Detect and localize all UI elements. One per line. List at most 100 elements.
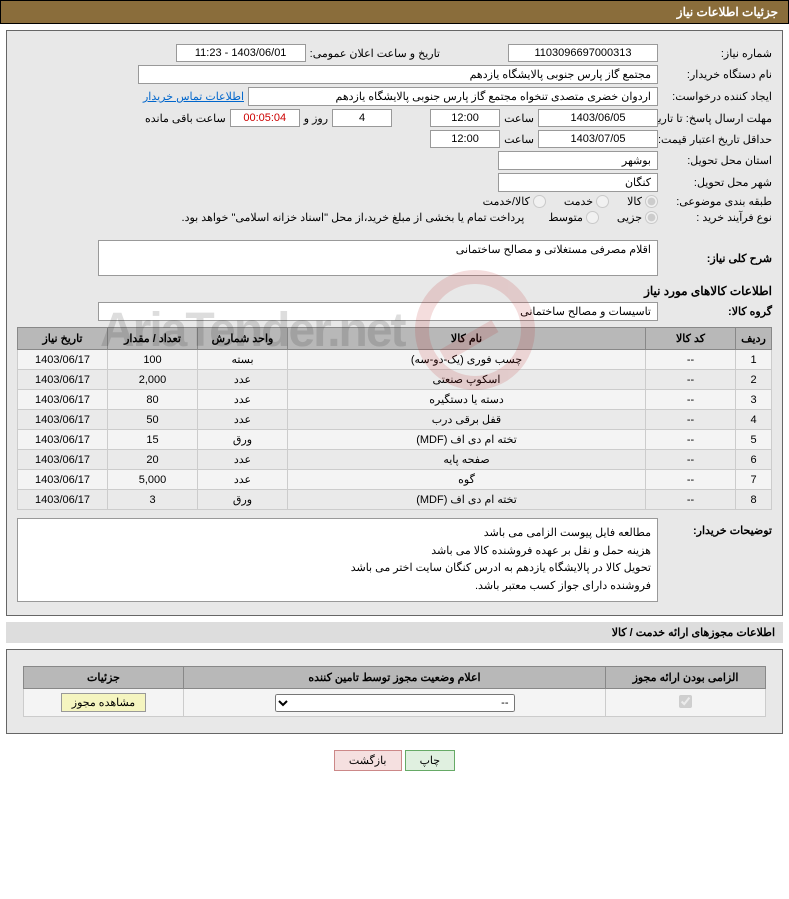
table-cell: 1403/06/17 [18, 470, 108, 490]
buyer-org-label: نام دستگاه خریدار: [662, 68, 772, 81]
time-label-2: ساعت [504, 133, 534, 146]
cat-gs-text: کالا/خدمت [483, 195, 530, 208]
permit-header: اعلام وضعیت مجوز توسط تامین کننده [184, 667, 606, 689]
table-cell: دسته یا دستگیره [288, 390, 646, 410]
category-goods-radio[interactable]: کالا [627, 195, 658, 208]
table-cell: 3 [736, 390, 772, 410]
permit-header: جزئیات [24, 667, 184, 689]
buyer-notes-box: مطالعه فایل پیوست الزامی می باشد هزینه ح… [17, 518, 658, 602]
table-cell: 2 [736, 370, 772, 390]
permits-panel: الزامی بودن ارائه مجوزاعلام وضعیت مجوز ت… [6, 649, 783, 734]
table-row: 4--قفل برقی دربعدد501403/06/17 [18, 410, 772, 430]
table-cell: -- [646, 450, 736, 470]
table-cell: 100 [108, 350, 198, 370]
table-cell: اسکوپ صنعتی [288, 370, 646, 390]
cat-service-text: خدمت [564, 195, 593, 208]
view-permit-button[interactable]: مشاهده مجوز [61, 693, 146, 712]
table-row: 3--دسته یا دستگیرهعدد801403/06/17 [18, 390, 772, 410]
goods-table: ردیفکد کالانام کالاواحد شمارشتعداد / مقد… [17, 327, 772, 510]
table-cell: 5,000 [108, 470, 198, 490]
table-header: واحد شمارش [198, 328, 288, 350]
table-cell: چسب فوری (یک-دو-سه) [288, 350, 646, 370]
page-header: جزئیات اطلاعات نیاز [0, 0, 789, 24]
table-cell: -- [646, 430, 736, 450]
price-valid-date: 1403/07/05 [538, 130, 658, 148]
goods-group-label: گروه کالا: [662, 305, 772, 318]
table-cell: -- [646, 370, 736, 390]
time-label-1: ساعت [504, 112, 534, 125]
announce-label: تاریخ و ساعت اعلان عمومی: [310, 47, 440, 60]
table-cell: گوه [288, 470, 646, 490]
main-details-panel: شماره نیاز: 1103096697000313 تاریخ و ساع… [6, 30, 783, 616]
process-minor-radio[interactable]: جزیی [617, 211, 658, 224]
table-cell: 3 [108, 490, 198, 510]
note-line-4: فروشنده دارای جواز کسب معتبر باشد. [24, 578, 651, 596]
city-label: شهر محل تحویل: [662, 176, 772, 189]
city-value: کنگان [498, 173, 658, 192]
table-cell: -- [646, 350, 736, 370]
back-button[interactable]: بازگشت [334, 750, 402, 771]
table-cell: 4 [736, 410, 772, 430]
table-cell: 20 [108, 450, 198, 470]
table-row: 8--تخته ام دی اف (MDF)ورق31403/06/17 [18, 490, 772, 510]
table-row: 2--اسکوپ صنعتیعدد2,0001403/06/17 [18, 370, 772, 390]
permit-status-select[interactable]: -- [275, 694, 515, 712]
table-cell: -- [646, 490, 736, 510]
table-cell: 15 [108, 430, 198, 450]
permit-header: الزامی بودن ارائه مجوز [606, 667, 766, 689]
print-button[interactable]: چاپ [405, 750, 456, 771]
table-cell: -- [646, 390, 736, 410]
table-cell: -- [646, 470, 736, 490]
table-cell: 1403/06/17 [18, 450, 108, 470]
province-value: بوشهر [498, 151, 658, 170]
category-service-radio[interactable]: خدمت [564, 195, 609, 208]
table-header: نام کالا [288, 328, 646, 350]
table-cell: عدد [198, 390, 288, 410]
category-label: طبقه بندی موضوعی: [662, 195, 772, 208]
table-cell: صفحه پایه [288, 450, 646, 470]
permit-row: -- مشاهده مجوز [24, 689, 766, 717]
note-line-1: مطالعه فایل پیوست الزامی می باشد [24, 525, 651, 543]
price-valid-time: 12:00 [430, 130, 500, 148]
deadline-date: 1403/06/05 [538, 109, 658, 127]
proc-minor-text: جزیی [617, 211, 642, 224]
summary-value: اقلام مصرفی مستغلاتی و مصالح ساختمانی [98, 240, 658, 276]
table-cell: عدد [198, 470, 288, 490]
table-cell: 1403/06/17 [18, 430, 108, 450]
goods-group-value: تاسیسات و مصالح ساختمانی [98, 302, 658, 321]
table-cell: 5 [736, 430, 772, 450]
table-row: 6--صفحه پایهعدد201403/06/17 [18, 450, 772, 470]
countdown-timer: 00:05:04 [230, 109, 300, 127]
table-header: کد کالا [646, 328, 736, 350]
need-no-label: شماره نیاز: [662, 47, 772, 60]
note-line-2: هزینه حمل و نقل بر عهده فروشنده کالا می … [24, 543, 651, 561]
permit-required-checkbox[interactable] [679, 695, 692, 708]
button-bar: چاپ بازگشت [0, 740, 789, 781]
deadline-label: مهلت ارسال پاسخ: تا تاریخ: [662, 112, 772, 125]
process-medium-radio[interactable]: متوسط [548, 211, 599, 224]
table-header: تعداد / مقدار [108, 328, 198, 350]
deadline-time: 12:00 [430, 109, 500, 127]
table-cell: عدد [198, 370, 288, 390]
table-cell: بسته [198, 350, 288, 370]
remain-label: ساعت باقی مانده [145, 112, 226, 125]
buyer-contact-link[interactable]: اطلاعات تماس خریدار [143, 90, 244, 103]
price-valid-label: حداقل تاریخ اعتبار قیمت: تا تاریخ: [662, 133, 772, 146]
table-row: 1--چسب فوری (یک-دو-سه)بسته1001403/06/17 [18, 350, 772, 370]
summary-label: شرح کلی نیاز: [662, 252, 772, 265]
proc-medium-text: متوسط [548, 211, 583, 224]
table-row: 5--تخته ام دی اف (MDF)ورق151403/06/17 [18, 430, 772, 450]
table-cell: 1403/06/17 [18, 490, 108, 510]
category-goods-service-radio[interactable]: کالا/خدمت [483, 195, 546, 208]
process-label: نوع فرآیند خرید : [662, 211, 772, 224]
table-cell: 1403/06/17 [18, 410, 108, 430]
process-note: پرداخت تمام یا بخشی از مبلغ خرید،از محل … [182, 211, 525, 224]
need-no-value: 1103096697000313 [508, 44, 658, 62]
permits-table: الزامی بودن ارائه مجوزاعلام وضعیت مجوز ت… [23, 666, 766, 717]
table-row: 7--گوهعدد5,0001403/06/17 [18, 470, 772, 490]
table-header: تاریخ نیاز [18, 328, 108, 350]
table-cell: 1 [736, 350, 772, 370]
table-cell: ورق [198, 430, 288, 450]
province-label: استان محل تحویل: [662, 154, 772, 167]
table-cell: 1403/06/17 [18, 350, 108, 370]
